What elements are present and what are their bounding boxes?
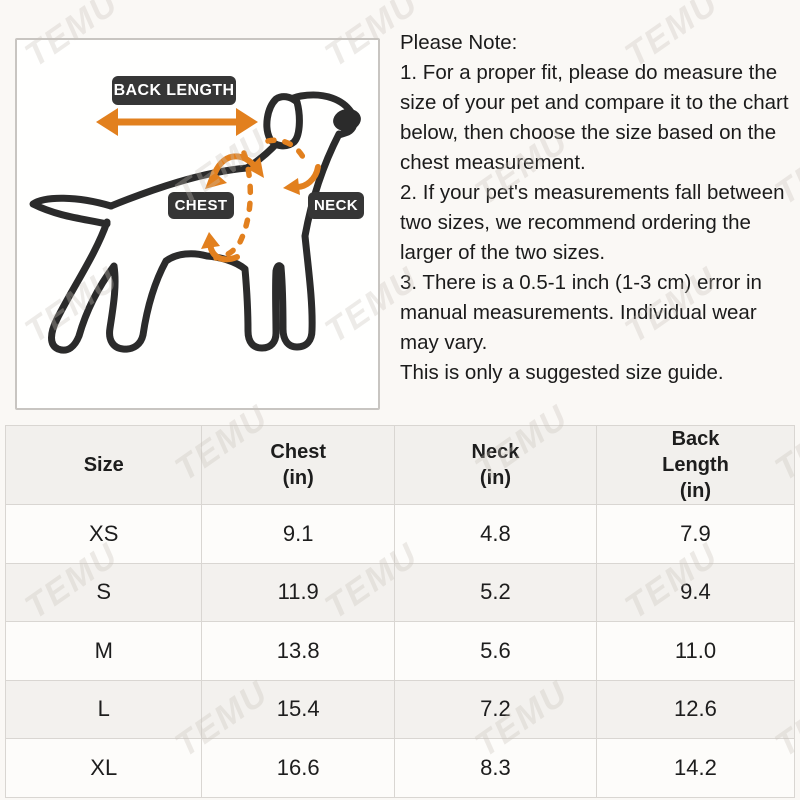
cell-size: XS [4,504,203,564]
cell-back-length: 9.4 [595,562,796,622]
cell-neck: 4.8 [393,504,597,564]
cell-size: XL [4,738,203,798]
cell-chest: 9.1 [201,504,395,564]
cell-neck: 5.2 [393,562,597,622]
cell-back-length: 7.9 [595,504,796,564]
dog-ear [263,93,303,150]
cell-neck: 5.6 [393,621,597,681]
back-length-arrow [96,108,258,136]
note-item-3: 3. There is a 0.5-1 inch (1-3 cm) error … [400,271,762,354]
table-row-xs: XS 9.1 4.8 7.9 [4,504,796,564]
note-item-4: This is only a suggested size guide. [400,361,724,384]
col-header-size: Size [4,425,203,505]
cell-size: M [4,621,203,681]
chest-label: CHEST [168,192,234,219]
cell-chest: 16.6 [201,738,395,798]
table-header-row: Size Chest (in) Neck (in) Back Length (i… [4,425,796,505]
cell-back-length: 11.0 [595,621,796,681]
cell-size: L [4,679,203,739]
dog-nose-icon [333,108,361,132]
cell-neck: 7.2 [393,679,597,739]
size-table: Size Chest (in) Neck (in) Back Length (i… [4,425,796,798]
cell-chest: 13.8 [201,621,395,681]
cell-back-length: 12.6 [595,679,796,739]
back-length-label: BACK LENGTH [112,76,236,105]
neck-label: NECK [308,192,364,219]
cell-size: S [4,562,203,622]
cell-chest: 15.4 [201,679,395,739]
dog-measurement-diagram: BACK LENGTH CHEST NECK [15,38,380,410]
dog-diagram-svg [29,91,361,354]
chest-girth-dashed-line [213,150,253,261]
notes-section: Please Note: 1. For a proper fit, please… [400,28,798,388]
note-item-1: 1. For a proper fit, please do measure t… [400,61,789,174]
table-row-xl: XL 16.6 8.3 14.2 [4,738,796,798]
dog-outline [29,91,358,354]
cell-neck: 8.3 [393,738,597,798]
neck-girth-dashed-line [265,137,309,167]
col-header-neck: Neck (in) [393,425,597,505]
note-item-2: 2. If your pet's measurements fall betwe… [400,181,785,264]
table-row-m: M 13.8 5.6 11.0 [4,621,796,681]
col-header-chest: Chest (in) [201,425,395,505]
notes-title: Please Note: [400,31,518,54]
cell-back-length: 14.2 [595,738,796,798]
table-row-l: L 15.4 7.2 12.6 [4,679,796,739]
measurement-arrows [96,108,321,263]
table-row-s: S 11.9 5.2 9.4 [4,562,796,622]
col-header-back-length: Back Length (in) [595,425,796,505]
cell-chest: 11.9 [201,562,395,622]
